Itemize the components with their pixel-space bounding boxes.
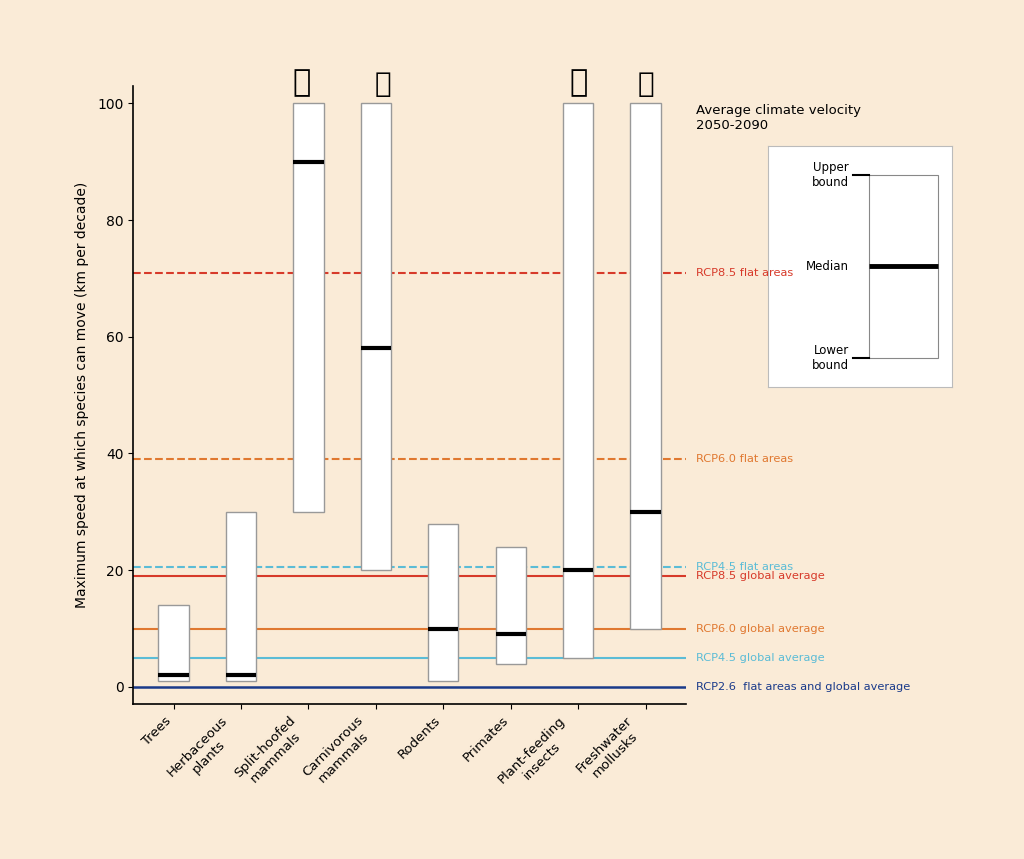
Text: Average climate velocity
2050-2090: Average climate velocity 2050-2090 [696, 105, 861, 132]
Text: RCP2.6  flat areas and global average: RCP2.6 flat areas and global average [696, 682, 910, 691]
Text: RCP8.5 global average: RCP8.5 global average [696, 571, 825, 581]
Text: Upper
bound: Upper bound [812, 161, 849, 189]
Bar [226, 512, 256, 681]
Bar [496, 547, 526, 663]
Bar [293, 103, 324, 512]
Text: 🐈: 🐈 [375, 70, 391, 98]
Text: RCP6.0 flat areas: RCP6.0 flat areas [696, 454, 794, 465]
Text: 🍃: 🍃 [637, 70, 654, 98]
Bar [360, 103, 391, 570]
Text: 🦋: 🦋 [569, 69, 588, 98]
Bar [631, 103, 660, 629]
Text: RCP4.5 flat areas: RCP4.5 flat areas [696, 563, 794, 572]
Bar [563, 103, 593, 658]
Text: RCP8.5 flat areas: RCP8.5 flat areas [696, 268, 794, 277]
Bar [428, 523, 459, 681]
Text: Median: Median [806, 259, 849, 273]
Bar [869, 175, 938, 357]
Text: 🦌: 🦌 [293, 69, 311, 98]
Text: Lower
bound: Lower bound [812, 344, 849, 372]
Bar [159, 606, 188, 681]
Text: RCP6.0 global average: RCP6.0 global average [696, 624, 825, 634]
Y-axis label: Maximum speed at which species can move (km per decade): Maximum speed at which species can move … [75, 182, 89, 608]
Text: RCP4.5 global average: RCP4.5 global average [696, 653, 825, 662]
